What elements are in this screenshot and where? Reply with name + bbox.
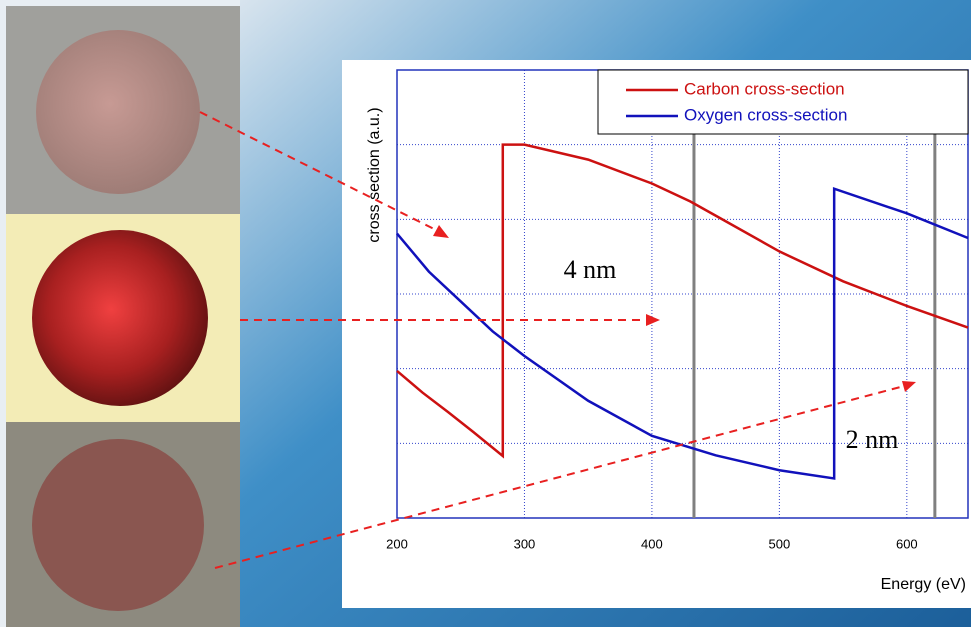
cell-image	[32, 230, 208, 406]
chart-panel	[342, 60, 971, 608]
legend-label: Oxygen cross-section	[684, 105, 847, 124]
slide: 200 300 400 500 600 Carbon cross-section Oxyge…	[0, 0, 971, 627]
cell-image	[32, 439, 204, 611]
annotation: 2 nm	[846, 425, 899, 454]
cell-image	[36, 30, 200, 194]
x-tick-label: 500	[769, 536, 791, 551]
x-tick-label: 600	[896, 536, 918, 551]
x-tick-label: 400	[641, 536, 663, 551]
x-tick-label: 300	[514, 536, 536, 551]
x-axis-label: Energy (eV)	[881, 576, 966, 593]
y-axis-label: cross section (a.u.)	[366, 107, 383, 242]
x-tick-label: 200	[386, 536, 408, 551]
legend-label: Carbon cross-section	[684, 79, 845, 98]
annotation: 4 nm	[564, 255, 617, 284]
